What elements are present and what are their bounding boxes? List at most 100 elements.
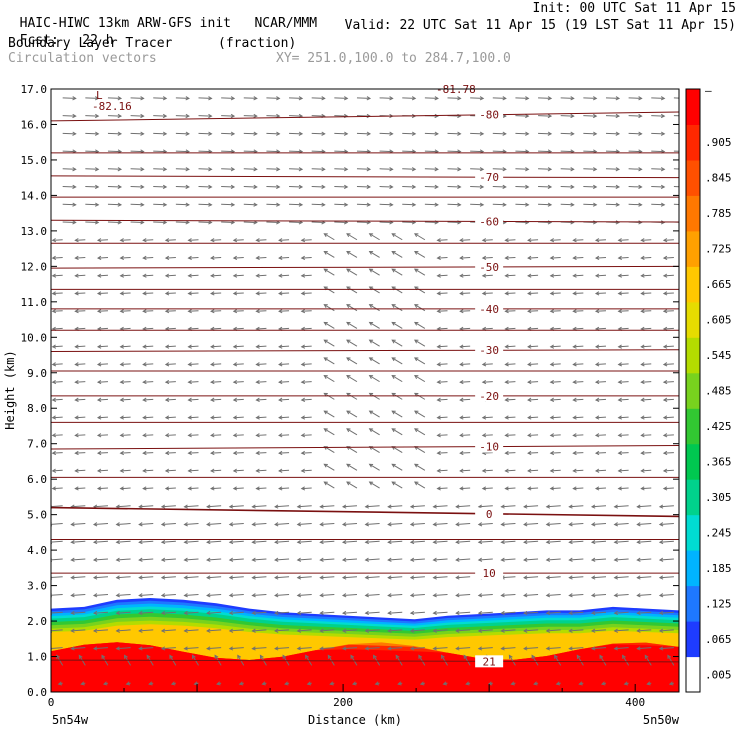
vector-arrowhead [432, 539, 437, 545]
vector-arrow [410, 505, 425, 508]
vector-arrow [659, 576, 674, 579]
vector-arrow [198, 132, 212, 135]
vector-arrowhead [346, 304, 351, 308]
vector-arrow [569, 523, 584, 526]
vector-arrow [52, 256, 63, 259]
vector-arrow [143, 381, 154, 383]
vector-arrowhead [432, 610, 437, 616]
vector-arrowhead [414, 339, 419, 344]
vector-arrow [289, 115, 303, 117]
vector-arrow [62, 221, 76, 224]
vector-arrow [591, 540, 607, 543]
vector-arrow [184, 505, 199, 508]
vector-arrowhead [323, 233, 328, 238]
vector-arrow [188, 398, 199, 401]
vector-arrowhead [436, 238, 441, 243]
vector-arrowhead [504, 450, 509, 456]
vector-arrow [233, 274, 244, 277]
colorbar-frame [685, 88, 701, 693]
vector-arrowhead [300, 308, 306, 314]
vector-arrow [663, 469, 674, 472]
vector-arrow [346, 233, 358, 241]
vector-arrowhead [500, 628, 505, 633]
vector-arrowhead [545, 504, 551, 509]
vector-arrow [233, 469, 244, 472]
vector-arrowhead [74, 362, 79, 367]
vector-arrow [97, 469, 108, 472]
vector-arrow [550, 310, 561, 312]
vector-arrow [275, 523, 290, 526]
vector-arrowhead [183, 539, 188, 545]
vector-arrow [456, 611, 471, 614]
vector-arrowhead [119, 362, 125, 367]
vector-arrow [334, 150, 348, 153]
contour-line [51, 111, 679, 122]
vector-arrowhead [594, 415, 600, 420]
vector-arrowhead [300, 433, 306, 438]
vector-arrow [120, 327, 131, 330]
vector-arrowhead [572, 433, 577, 438]
vector-arrow [221, 203, 235, 206]
vector-arrowhead [391, 250, 396, 255]
colorbar-swatch [686, 621, 700, 658]
vector-arrow [161, 523, 176, 526]
vector-arrowhead [187, 238, 192, 243]
vector-arrowhead [148, 681, 153, 686]
vector-arrowhead [638, 96, 643, 101]
vector-arrowhead [206, 593, 211, 598]
vector-arrow [365, 647, 380, 650]
vector-arrow [618, 398, 629, 401]
vector-arrow [560, 186, 574, 188]
vector-arrowhead [162, 184, 168, 190]
vector-arrow [62, 203, 76, 206]
vector-arrowhead [617, 308, 623, 314]
vector-arrowhead [208, 113, 213, 119]
vector-arrowhead [459, 415, 464, 420]
vector-arrow [663, 292, 674, 295]
vector-arrowhead [146, 654, 151, 659]
vector-arrowhead [658, 539, 664, 545]
fcst-label: Fcst: [19, 33, 59, 48]
vector-arrow [143, 469, 154, 472]
vector-arrowhead [142, 308, 147, 314]
vector-arrow [165, 398, 176, 401]
vector-arrowhead [366, 131, 372, 136]
vector-arrowhead [164, 397, 170, 402]
vector-arrowhead [523, 610, 528, 616]
vector-arrow [161, 576, 176, 579]
vector-arrow [470, 97, 484, 99]
vector-arrowhead [51, 450, 57, 456]
vector-arrowhead [232, 273, 238, 278]
vector-arrowhead [411, 131, 417, 136]
vector-arrow [75, 363, 86, 365]
vector-arrowhead [572, 486, 577, 491]
vector-arrowhead [251, 646, 256, 651]
vector-arrow [637, 558, 652, 561]
vector-arrowhead [164, 308, 170, 314]
vector-arrowhead [70, 522, 75, 527]
vector-arrowhead [640, 291, 645, 296]
vector-arrowhead [590, 557, 596, 562]
vector-arrow [414, 268, 426, 276]
vector-arrowhead [96, 273, 102, 278]
vector-arrow [107, 115, 121, 117]
vector-arrowhead [96, 238, 102, 243]
vector-arrow [463, 655, 471, 666]
vector-arrow [546, 629, 561, 632]
vector-arrow [524, 523, 539, 526]
vector-arrowhead [660, 184, 666, 190]
vector-arrow [573, 274, 584, 277]
vector-arrowhead [92, 539, 98, 545]
vector-arrow [524, 593, 539, 596]
contour-line [51, 659, 679, 663]
vector-arrow [524, 611, 539, 614]
vector-arrow [614, 593, 629, 596]
vector-arrow [414, 339, 426, 347]
vector-arrow [62, 168, 76, 170]
vector-arrowhead [319, 610, 324, 616]
vector-arrow [107, 150, 121, 153]
vector-arrow [369, 392, 380, 400]
vector-arrow [388, 647, 403, 650]
contour-label: -80 [479, 109, 499, 122]
vector-arrowhead [228, 557, 234, 562]
